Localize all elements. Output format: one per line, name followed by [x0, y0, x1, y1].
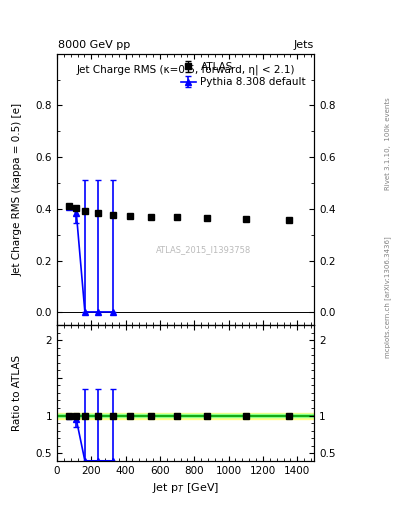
Text: ATLAS_2015_I1393758: ATLAS_2015_I1393758 — [156, 245, 252, 253]
Text: 8000 GeV pp: 8000 GeV pp — [58, 39, 130, 50]
Text: mcplots.cern.ch [arXiv:1306.3436]: mcplots.cern.ch [arXiv:1306.3436] — [384, 236, 391, 358]
Bar — [57, 414, 314, 417]
Legend: ATLAS, Pythia 8.308 default: ATLAS, Pythia 8.308 default — [178, 59, 309, 91]
Text: Rivet 3.1.10,  100k events: Rivet 3.1.10, 100k events — [385, 97, 391, 190]
X-axis label: Jet p$_T$ [GeV]: Jet p$_T$ [GeV] — [152, 481, 219, 495]
Bar — [57, 413, 314, 419]
Text: Jet Charge RMS (κ=0.5, forward, η| < 2.1): Jet Charge RMS (κ=0.5, forward, η| < 2.1… — [77, 65, 295, 75]
Y-axis label: Jet Charge RMS (kappa = 0.5) [e]: Jet Charge RMS (kappa = 0.5) [e] — [12, 103, 22, 276]
Y-axis label: Ratio to ATLAS: Ratio to ATLAS — [12, 355, 22, 431]
Text: Jets: Jets — [293, 39, 314, 50]
